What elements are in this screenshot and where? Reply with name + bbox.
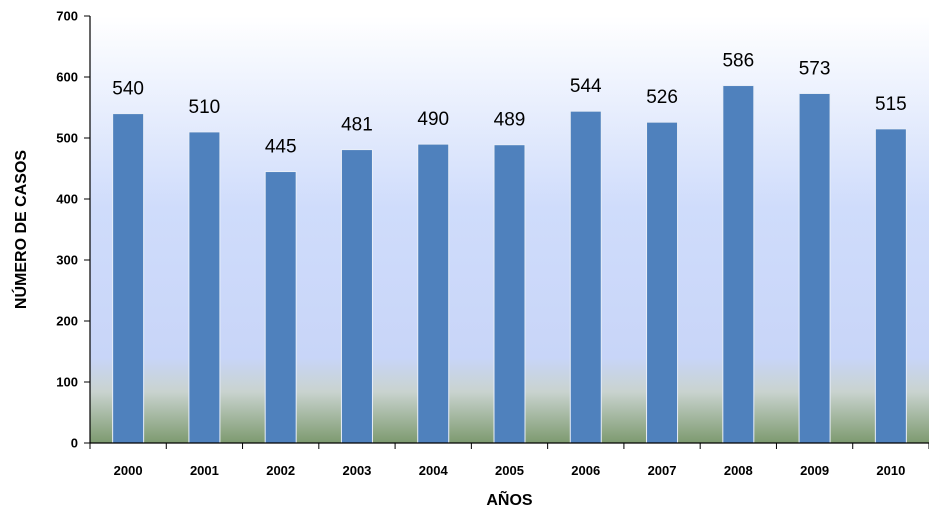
- data-label-2009: 573: [799, 58, 831, 79]
- bar-2003: [340, 149, 373, 444]
- data-label-2003: 481: [341, 115, 373, 136]
- data-label-2010: 515: [875, 94, 907, 115]
- bar-2001: [188, 131, 221, 444]
- data-label-2004: 490: [417, 109, 449, 130]
- y-tick-label-200: 200: [56, 314, 78, 329]
- x-tick-label-2006: 2006: [571, 463, 600, 478]
- y-tick-label-0: 0: [71, 436, 78, 451]
- x-tick-label-2007: 2007: [648, 463, 677, 478]
- data-label-2007: 526: [646, 87, 678, 108]
- bars-group: [112, 85, 907, 444]
- y-tick-label-400: 400: [56, 192, 78, 207]
- bar-2008: [722, 85, 755, 444]
- data-label-2008: 586: [722, 51, 754, 72]
- x-tick-label-2002: 2002: [266, 463, 295, 478]
- bar-2002: [264, 171, 297, 444]
- bar-2006: [569, 110, 602, 444]
- x-tick-label-2004: 2004: [419, 463, 449, 478]
- bar-2005: [493, 144, 526, 444]
- bar-2000: [112, 113, 145, 444]
- y-axis-title: NÚMERO DE CASOS: [11, 150, 30, 309]
- y-tick-label-500: 500: [56, 131, 78, 146]
- data-label-2005: 489: [494, 110, 526, 131]
- x-tick-label-2001: 2001: [190, 463, 219, 478]
- axes-group: 2000 2001 2002 2003 2004 2005 2006 2007 2008 2009…: [56, 9, 929, 478]
- x-axis-title: AÑOS: [486, 489, 533, 509]
- x-tick-label-2009: 2009: [800, 463, 829, 478]
- data-label-2000: 540: [112, 79, 144, 100]
- data-label-2006: 544: [570, 76, 602, 97]
- bar-2009: [798, 92, 831, 444]
- y-tick-label-600: 600: [56, 70, 78, 85]
- y-tick-label-300: 300: [56, 253, 78, 268]
- bar-2004: [417, 143, 450, 444]
- y-tick-label-700: 700: [56, 9, 78, 24]
- x-tick-label-2010: 2010: [876, 463, 905, 478]
- x-tick-label-2005: 2005: [495, 463, 524, 478]
- bar-2010: [874, 128, 907, 444]
- y-tick-label-100: 100: [56, 375, 78, 390]
- x-tick-label-2003: 2003: [342, 463, 371, 478]
- data-label-2002: 445: [265, 137, 297, 158]
- value-labels-group: 540 510 445 481 490 489 544 526 586 573 515: [112, 51, 906, 158]
- x-tick-label-2008: 2008: [724, 463, 753, 478]
- x-tick-label-2000: 2000: [114, 463, 143, 478]
- bar-2007: [646, 121, 679, 444]
- data-label-2001: 510: [189, 97, 221, 118]
